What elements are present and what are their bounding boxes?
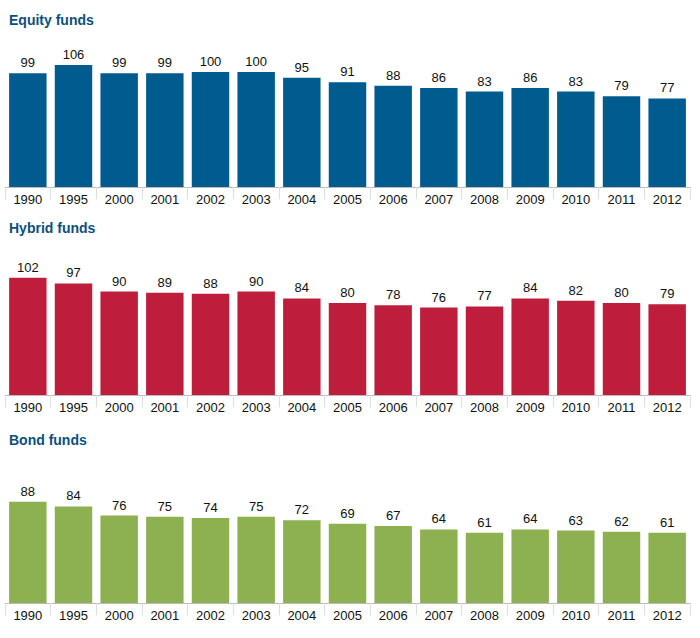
svg-text:67: 67 — [386, 508, 400, 523]
svg-text:88: 88 — [386, 68, 400, 83]
svg-text:2001: 2001 — [150, 608, 179, 623]
svg-text:84: 84 — [523, 280, 537, 295]
svg-text:95: 95 — [295, 60, 309, 75]
svg-text:2001: 2001 — [150, 400, 179, 415]
svg-text:102: 102 — [17, 260, 39, 275]
svg-text:97: 97 — [66, 265, 80, 280]
svg-text:80: 80 — [614, 285, 628, 300]
svg-text:2012: 2012 — [653, 192, 682, 207]
svg-text:99: 99 — [158, 55, 172, 70]
svg-text:2002: 2002 — [196, 400, 225, 415]
svg-text:2007: 2007 — [424, 192, 453, 207]
svg-text:2011: 2011 — [608, 192, 636, 207]
svg-text:75: 75 — [249, 499, 263, 514]
svg-text:77: 77 — [660, 80, 674, 95]
svg-text:1995: 1995 — [59, 192, 88, 207]
svg-text:2004: 2004 — [287, 192, 316, 207]
svg-text:2005: 2005 — [333, 608, 362, 623]
svg-text:61: 61 — [660, 515, 674, 530]
svg-text:2010: 2010 — [561, 608, 590, 623]
svg-text:2011: 2011 — [608, 400, 636, 415]
svg-text:2005: 2005 — [333, 400, 362, 415]
svg-text:80: 80 — [340, 285, 354, 300]
svg-text:2003: 2003 — [242, 608, 271, 623]
svg-text:2008: 2008 — [470, 192, 499, 207]
svg-text:2003: 2003 — [242, 192, 271, 207]
svg-text:2008: 2008 — [470, 400, 499, 415]
svg-text:99: 99 — [21, 55, 35, 70]
svg-text:2004: 2004 — [287, 608, 316, 623]
svg-text:90: 90 — [249, 274, 263, 289]
svg-text:88: 88 — [21, 484, 35, 499]
svg-text:78: 78 — [386, 287, 400, 302]
svg-text:2010: 2010 — [561, 400, 590, 415]
svg-text:79: 79 — [614, 78, 628, 93]
svg-text:1990: 1990 — [13, 608, 42, 623]
svg-text:2006: 2006 — [379, 192, 408, 207]
svg-text:76: 76 — [432, 290, 446, 305]
svg-text:Bond funds: Bond funds — [9, 432, 87, 448]
svg-text:2006: 2006 — [379, 608, 408, 623]
svg-text:2007: 2007 — [424, 400, 453, 415]
svg-text:2011: 2011 — [608, 608, 636, 623]
svg-text:1995: 1995 — [59, 608, 88, 623]
svg-text:86: 86 — [432, 70, 446, 85]
svg-text:84: 84 — [295, 280, 309, 295]
svg-text:2004: 2004 — [287, 400, 316, 415]
svg-text:100: 100 — [245, 54, 267, 69]
svg-text:90: 90 — [112, 274, 126, 289]
svg-text:74: 74 — [203, 500, 217, 515]
svg-text:64: 64 — [523, 511, 537, 526]
svg-text:2000: 2000 — [105, 608, 134, 623]
svg-text:1995: 1995 — [59, 400, 88, 415]
svg-text:2000: 2000 — [105, 400, 134, 415]
svg-text:100: 100 — [200, 54, 222, 69]
svg-text:2002: 2002 — [196, 192, 225, 207]
svg-text:72: 72 — [295, 502, 309, 517]
svg-text:61: 61 — [477, 515, 491, 530]
svg-text:83: 83 — [569, 74, 583, 89]
svg-text:64: 64 — [432, 511, 446, 526]
svg-text:2009: 2009 — [516, 400, 545, 415]
svg-text:88: 88 — [203, 276, 217, 291]
svg-text:86: 86 — [523, 70, 537, 85]
svg-text:91: 91 — [340, 64, 354, 79]
svg-text:77: 77 — [477, 288, 491, 303]
svg-text:2006: 2006 — [379, 400, 408, 415]
svg-text:2000: 2000 — [105, 192, 134, 207]
svg-text:76: 76 — [112, 498, 126, 513]
svg-text:2009: 2009 — [516, 608, 545, 623]
svg-text:84: 84 — [66, 488, 80, 503]
svg-text:62: 62 — [614, 514, 628, 529]
svg-text:2003: 2003 — [242, 400, 271, 415]
svg-text:2007: 2007 — [424, 608, 453, 623]
svg-text:2009: 2009 — [516, 192, 545, 207]
svg-text:2001: 2001 — [150, 192, 179, 207]
svg-text:2002: 2002 — [196, 608, 225, 623]
svg-text:2012: 2012 — [653, 608, 682, 623]
svg-text:2012: 2012 — [653, 400, 682, 415]
svg-text:1990: 1990 — [13, 192, 42, 207]
svg-text:Hybrid funds: Hybrid funds — [9, 220, 96, 236]
svg-text:63: 63 — [569, 513, 583, 528]
svg-text:82: 82 — [569, 283, 583, 298]
svg-text:1990: 1990 — [13, 400, 42, 415]
svg-text:75: 75 — [158, 499, 172, 514]
svg-text:2008: 2008 — [470, 608, 499, 623]
svg-text:2005: 2005 — [333, 192, 362, 207]
svg-text:Equity funds: Equity funds — [9, 12, 94, 28]
svg-text:69: 69 — [340, 506, 354, 521]
svg-text:83: 83 — [477, 74, 491, 89]
svg-text:2010: 2010 — [561, 192, 590, 207]
svg-text:89: 89 — [158, 275, 172, 290]
svg-text:106: 106 — [63, 47, 85, 62]
svg-text:99: 99 — [112, 55, 126, 70]
svg-text:79: 79 — [660, 286, 674, 301]
